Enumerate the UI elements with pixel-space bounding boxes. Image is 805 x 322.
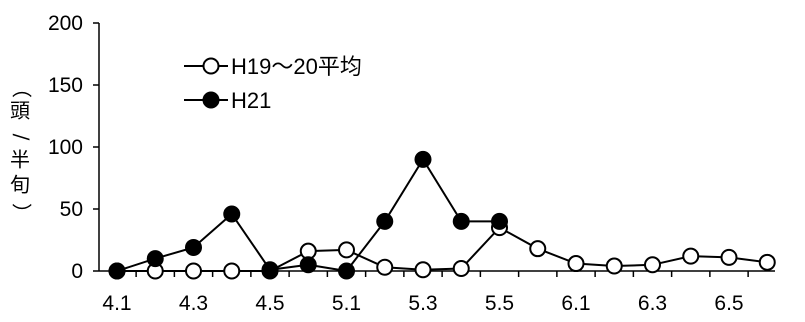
data-point-filled bbox=[414, 150, 432, 168]
x-tick-label: 6.1 bbox=[561, 292, 590, 315]
y-axis-label-text: 旬 bbox=[10, 173, 30, 197]
data-point-filled bbox=[185, 238, 202, 256]
series-line-0 bbox=[117, 226, 768, 272]
y-axis-label-text: 半 bbox=[10, 148, 30, 172]
x-tick-label: 6.3 bbox=[638, 292, 667, 315]
data-point-open bbox=[452, 260, 470, 278]
data-point-open bbox=[185, 262, 202, 280]
y-tick-label: 200 bbox=[48, 12, 83, 35]
data-point-filled bbox=[491, 212, 508, 230]
y-tick-label: 50 bbox=[60, 198, 83, 221]
x-tick-label: 5.1 bbox=[332, 292, 361, 315]
legend-label: H19～20平均 bbox=[231, 54, 362, 79]
x-tick-label: 5.3 bbox=[408, 292, 437, 315]
series-points bbox=[108, 150, 776, 280]
y-axis-label-text: ） bbox=[10, 203, 34, 223]
legend-item: H19～20平均 bbox=[184, 54, 362, 79]
data-point-open bbox=[223, 262, 241, 280]
legend-marker bbox=[202, 57, 220, 75]
y-axis-label-char: ） bbox=[10, 203, 34, 223]
data-point-filled bbox=[261, 261, 279, 279]
x-tick-label: 6.5 bbox=[714, 292, 743, 315]
legend-marker bbox=[202, 91, 220, 109]
x-tick-label: 5.5 bbox=[485, 292, 514, 315]
y-axis-label-char: 半 bbox=[10, 148, 30, 172]
y-axis-label-text: / bbox=[10, 134, 34, 141]
axes: 0 50 100 150 200 4.1 4.3 4.5 5.1 5.3 5.5 6.1 6.3 6.5 bbox=[48, 12, 775, 315]
data-point-filled bbox=[452, 212, 470, 230]
data-point-filled bbox=[146, 250, 164, 268]
data-point-open bbox=[605, 257, 623, 275]
data-point-open bbox=[720, 248, 738, 266]
legend: H19～20平均 H21 bbox=[184, 54, 362, 113]
data-point-open bbox=[376, 258, 394, 276]
data-point-open bbox=[567, 255, 585, 273]
data-point-open bbox=[758, 253, 776, 271]
data-point-filled bbox=[223, 205, 241, 223]
x-tick-label: 4.1 bbox=[102, 292, 131, 315]
data-point-open bbox=[338, 241, 355, 259]
y-axis-label-text: （ bbox=[10, 78, 34, 98]
data-point-open bbox=[529, 240, 547, 258]
x-tick-label: 4.5 bbox=[255, 292, 284, 315]
y-tick-label: 150 bbox=[48, 74, 83, 97]
y-axis-label-char: 頭 bbox=[10, 99, 30, 123]
legend-item: H21 bbox=[184, 88, 271, 113]
data-point-open bbox=[644, 256, 661, 274]
y-tick-label: 100 bbox=[48, 136, 83, 159]
data-point-filled bbox=[338, 262, 355, 280]
data-point-filled bbox=[299, 256, 317, 274]
y-axis-label: （頭 / 半旬 ） bbox=[10, 78, 34, 223]
data-point-filled bbox=[108, 262, 126, 280]
y-axis-label-char: （ bbox=[10, 78, 34, 98]
series-lines bbox=[116, 157, 768, 273]
data-point-open bbox=[682, 247, 700, 265]
legend-label: H21 bbox=[231, 88, 271, 113]
y-axis-label-char: / bbox=[10, 134, 34, 141]
data-point-filled bbox=[376, 212, 394, 230]
y-axis-label-char: 旬 bbox=[10, 173, 30, 197]
data-point-open bbox=[414, 261, 432, 279]
y-tick-label: 0 bbox=[71, 260, 83, 283]
y-axis-label-text: 頭 bbox=[10, 99, 30, 123]
x-tick-label: 4.3 bbox=[179, 292, 208, 315]
